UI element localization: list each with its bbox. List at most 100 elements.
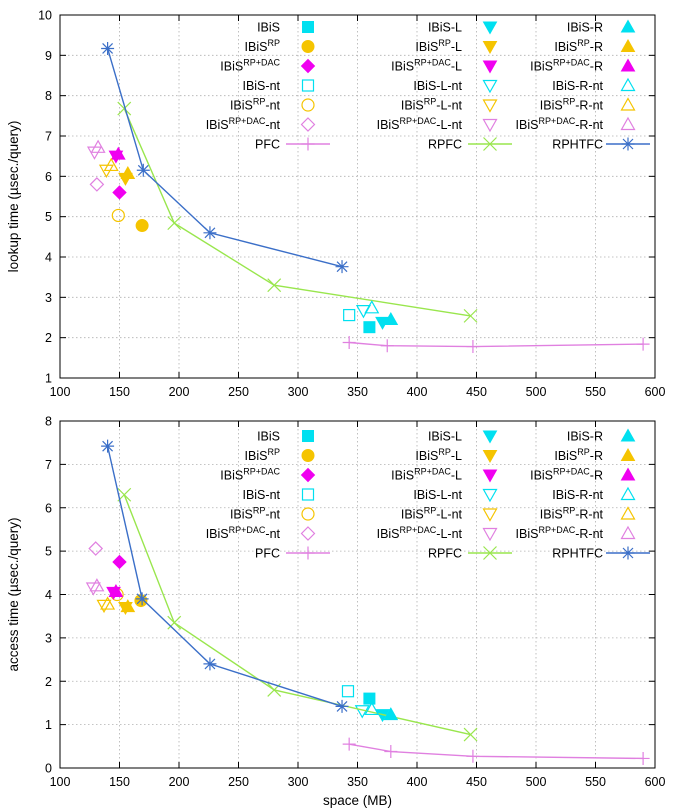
legend-marker (301, 98, 315, 112)
y-tick-label: 7 (45, 458, 52, 472)
legend-marker (620, 447, 636, 461)
legend-marker (301, 488, 315, 501)
y-axis-label: access time (µsec./query) (6, 517, 21, 671)
series-14 (383, 312, 399, 326)
y-tick-label: 4 (45, 588, 52, 602)
x-tick-label: 150 (109, 385, 130, 399)
series-5 (88, 541, 104, 556)
legend-label: IBiSRP-R (554, 447, 603, 463)
x-tick-label: 350 (347, 775, 368, 789)
legend-label: IBiS-L-nt (413, 79, 462, 93)
legend-marker (301, 507, 315, 521)
series-2 (112, 185, 127, 200)
data-point (96, 599, 112, 614)
series-12 (85, 582, 101, 596)
data-point (85, 582, 101, 596)
x-tick-label: 550 (585, 385, 606, 399)
y-tick-label: 2 (45, 331, 52, 345)
legend-marker (482, 41, 498, 55)
data-point (100, 596, 116, 610)
data-point (335, 260, 349, 274)
y-tick-label: 7 (45, 130, 52, 144)
legend-label: IBiSRP+DAC-R-nt (516, 116, 604, 132)
data-point (120, 599, 136, 613)
legend-label: RPHTFC (552, 547, 603, 561)
x-tick-label: 100 (50, 775, 71, 789)
x-tick-label: 350 (347, 385, 368, 399)
series-1 (135, 219, 149, 233)
series-3 (343, 308, 356, 322)
legend-label: RPFC (428, 547, 462, 561)
series-4 (111, 208, 125, 223)
x-axis-label: space (MB) (323, 793, 392, 808)
data-point (135, 219, 149, 233)
legend-label: IBiS-nt (242, 79, 280, 93)
y-tick-label: 3 (45, 631, 52, 645)
legend-marker (301, 137, 315, 151)
legend-label: IBiSRP-R-nt (540, 97, 604, 113)
data-point (463, 727, 478, 742)
legend-marker (301, 40, 315, 53)
legend-label: IBiS-nt (242, 488, 280, 502)
legend-marker (482, 469, 498, 483)
data-point (89, 578, 105, 592)
data-point (90, 139, 106, 153)
legend-marker (301, 79, 315, 92)
legend-marker (620, 467, 636, 481)
legend-label: IBiS-R-nt (552, 488, 603, 502)
legend-marker (620, 19, 636, 33)
data-point (108, 583, 124, 597)
legend-label: IBiS-L-nt (413, 488, 462, 502)
legend-label: IBiSRP-L-nt (401, 506, 463, 522)
y-tick-label: 1 (45, 718, 52, 732)
legend-marker (482, 508, 498, 522)
legend-label: PFC (255, 547, 280, 561)
series-19 (90, 139, 106, 153)
x-tick-label: 550 (585, 775, 606, 789)
y-tick-label: 8 (45, 415, 52, 429)
legend-marker (620, 38, 636, 52)
legend-label: IBiSRP-L (415, 447, 462, 463)
legend-label: PFC (255, 138, 280, 152)
legend-label: IBiSRP-R (554, 38, 603, 54)
data-point (636, 751, 650, 765)
data-point (135, 592, 149, 606)
legend-label: IBiSRP (245, 447, 280, 463)
series-6 (342, 336, 650, 354)
data-point (167, 615, 182, 630)
x-tick-label: 200 (169, 775, 190, 789)
legend-marker (482, 527, 498, 542)
legend-label: IBiSRP+DAC-nt (206, 525, 281, 541)
legend-label: IBiSRP+DAC-L-nt (377, 525, 463, 541)
data-point (335, 699, 349, 713)
series-17 (364, 701, 380, 716)
legend-label: IBiS-L (428, 21, 462, 35)
series-line (349, 341, 644, 348)
y-tick-label: 9 (45, 49, 52, 63)
legend-label: IBiS (257, 430, 280, 444)
series-line (123, 494, 471, 736)
data-point (89, 177, 105, 192)
series-line (349, 743, 644, 760)
legend-label: IBiSRP-L-nt (401, 97, 463, 113)
legend-label: IBiS-L (428, 430, 462, 444)
x-tick-label: 100 (50, 385, 71, 399)
data-point (354, 705, 370, 719)
series-3 (341, 685, 355, 698)
data-point (341, 685, 355, 698)
x-tick-label: 300 (288, 775, 309, 789)
series-14 (383, 707, 399, 721)
y-tick-label: 2 (45, 675, 52, 689)
y-tick-label: 6 (45, 501, 52, 515)
series-16 (108, 583, 124, 597)
legend-label: IBiS-R (567, 21, 603, 35)
legend-label: IBiSRP-nt (230, 506, 281, 522)
series-0 (363, 321, 376, 334)
legend-label: IBiS (257, 21, 280, 35)
legend-marker (483, 137, 497, 151)
series-20 (101, 41, 349, 274)
legend-marker (301, 546, 315, 560)
series-13 (117, 487, 478, 742)
legend-marker (300, 467, 316, 483)
data-point (342, 336, 356, 350)
